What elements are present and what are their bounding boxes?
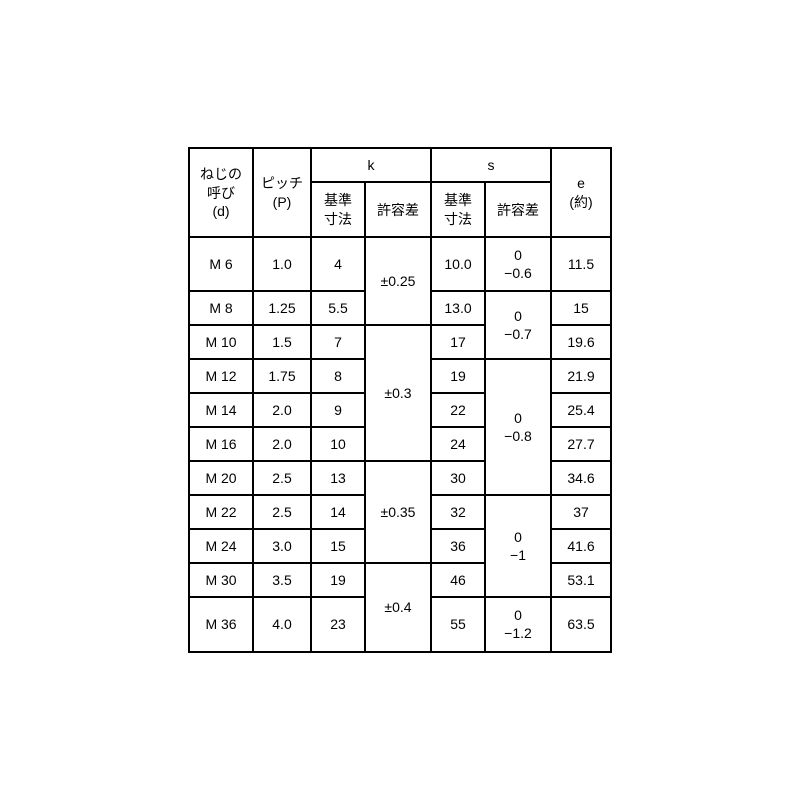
- header-e: e (約): [551, 148, 611, 236]
- cell-e: 27.7: [551, 427, 611, 461]
- table-row: M 6 1.0 4 ±0.25 10.0 0 −0.6 11.5: [189, 237, 611, 291]
- cell-k: 10: [311, 427, 365, 461]
- cell-p: 3.5: [253, 563, 311, 597]
- cell-s: 10.0: [431, 237, 485, 291]
- cell-p: 2.5: [253, 461, 311, 495]
- header-s: s: [431, 148, 551, 182]
- cell-d: M 22: [189, 495, 253, 529]
- cell-e: 11.5: [551, 237, 611, 291]
- cell-k: 19: [311, 563, 365, 597]
- cell-d: M 8: [189, 291, 253, 325]
- s-tol-bot: −0.8: [492, 427, 544, 445]
- header-d-line2: 呼び: [207, 185, 235, 201]
- cell-s: 22: [431, 393, 485, 427]
- header-p-line1: ピッチ: [261, 175, 303, 191]
- cell-e: 63.5: [551, 597, 611, 651]
- cell-k: 15: [311, 529, 365, 563]
- cell-p: 1.5: [253, 325, 311, 359]
- cell-s: 55: [431, 597, 485, 651]
- cell-s: 30: [431, 461, 485, 495]
- header-p: ピッチ (P): [253, 148, 311, 236]
- cell-p: 2.5: [253, 495, 311, 529]
- cell-e: 41.6: [551, 529, 611, 563]
- cell-s: 19: [431, 359, 485, 393]
- s-tol-bot: −1.2: [492, 624, 544, 642]
- cell-k: 4: [311, 237, 365, 291]
- s-tol-bot: −0.6: [492, 264, 544, 282]
- cell-s-tol: 0 −1.2: [485, 597, 551, 651]
- header-k-sub1-line1: 基準: [324, 192, 352, 208]
- header-s-sub1-line2: 寸法: [444, 211, 472, 227]
- header-k: k: [311, 148, 431, 182]
- cell-e: 21.9: [551, 359, 611, 393]
- cell-d: M 14: [189, 393, 253, 427]
- header-s-sub1: 基準 寸法: [431, 182, 485, 236]
- s-tol-top: 0: [492, 606, 544, 624]
- s-tol-top: 0: [492, 528, 544, 546]
- header-p-line2: (P): [273, 194, 292, 210]
- cell-d: M 20: [189, 461, 253, 495]
- cell-p: 1.75: [253, 359, 311, 393]
- cell-d: M 36: [189, 597, 253, 651]
- s-tol-top: 0: [492, 307, 544, 325]
- header-s-sub1-line1: 基準: [444, 192, 472, 208]
- cell-d: M 24: [189, 529, 253, 563]
- s-tol-top: 0: [492, 409, 544, 427]
- cell-e: 37: [551, 495, 611, 529]
- table-body: M 6 1.0 4 ±0.25 10.0 0 −0.6 11.5 M 8 1.2…: [189, 237, 611, 652]
- cell-s: 13.0: [431, 291, 485, 325]
- cell-s-tol: 0 −1: [485, 495, 551, 597]
- header-e-line1: e: [577, 175, 585, 191]
- cell-k-tol: ±0.25: [365, 237, 431, 325]
- s-tol-bot: −0.7: [492, 325, 544, 343]
- cell-k: 7: [311, 325, 365, 359]
- cell-k: 23: [311, 597, 365, 651]
- cell-p: 3.0: [253, 529, 311, 563]
- cell-e: 19.6: [551, 325, 611, 359]
- header-d-line1: ねじの: [200, 166, 242, 182]
- header-row-1: ねじの 呼び (d) ピッチ (P) k s e (約): [189, 148, 611, 182]
- cell-d: M 12: [189, 359, 253, 393]
- header-k-sub1-line2: 寸法: [324, 211, 352, 227]
- cell-e: 25.4: [551, 393, 611, 427]
- cell-s: 36: [431, 529, 485, 563]
- header-s-sub2: 許容差: [485, 182, 551, 236]
- header-k-sub2: 許容差: [365, 182, 431, 236]
- cell-d: M 16: [189, 427, 253, 461]
- header-k-sub1: 基準 寸法: [311, 182, 365, 236]
- cell-e: 15: [551, 291, 611, 325]
- cell-s: 32: [431, 495, 485, 529]
- cell-k: 14: [311, 495, 365, 529]
- header-d: ねじの 呼び (d): [189, 148, 253, 236]
- cell-k: 9: [311, 393, 365, 427]
- cell-d: M 6: [189, 237, 253, 291]
- s-tol-bot: −1: [492, 546, 544, 564]
- header-e-line2: (約): [569, 194, 592, 210]
- cell-s: 17: [431, 325, 485, 359]
- cell-k-tol: ±0.4: [365, 563, 431, 651]
- cell-p: 2.0: [253, 393, 311, 427]
- cell-k: 13: [311, 461, 365, 495]
- cell-p: 1.0: [253, 237, 311, 291]
- cell-s-tol: 0 −0.8: [485, 359, 551, 495]
- cell-s: 24: [431, 427, 485, 461]
- cell-p: 2.0: [253, 427, 311, 461]
- cell-k-tol: ±0.35: [365, 461, 431, 563]
- cell-p: 4.0: [253, 597, 311, 651]
- cell-p: 1.25: [253, 291, 311, 325]
- spec-table-container: ねじの 呼び (d) ピッチ (P) k s e (約) 基準 寸法: [188, 147, 612, 652]
- cell-d: M 10: [189, 325, 253, 359]
- cell-k: 8: [311, 359, 365, 393]
- cell-k-tol: ±0.3: [365, 325, 431, 461]
- cell-e: 53.1: [551, 563, 611, 597]
- header-d-line3: (d): [212, 203, 229, 219]
- cell-s-tol: 0 −0.7: [485, 291, 551, 359]
- s-tol-top: 0: [492, 246, 544, 264]
- cell-e: 34.6: [551, 461, 611, 495]
- spec-table: ねじの 呼び (d) ピッチ (P) k s e (約) 基準 寸法: [188, 147, 612, 652]
- cell-d: M 30: [189, 563, 253, 597]
- cell-s-tol: 0 −0.6: [485, 237, 551, 291]
- cell-k: 5.5: [311, 291, 365, 325]
- cell-s: 46: [431, 563, 485, 597]
